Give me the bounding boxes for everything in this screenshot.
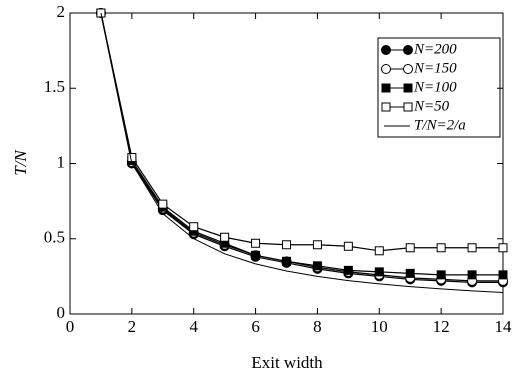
series-line (100, 12, 503, 282)
x-tick-label: 6 (251, 317, 260, 336)
y-tick-label: 1 (57, 152, 66, 171)
x-tick-label: 0 (66, 317, 75, 336)
x-axis-title: Exit width (251, 353, 323, 372)
y-tick-label: 0.5 (44, 228, 65, 247)
x-tick-label: 10 (371, 317, 388, 336)
data-point (312, 261, 322, 271)
data-point (220, 232, 230, 242)
series-line (100, 12, 504, 293)
legend-marker (403, 64, 413, 74)
data-point (312, 240, 322, 250)
data-point (405, 268, 415, 278)
data-point (127, 152, 137, 162)
y-tick-label: 1.5 (44, 77, 65, 96)
x-tick-label: 2 (128, 317, 137, 336)
y-tick-label: 0 (57, 303, 66, 322)
data-point (158, 199, 168, 209)
data-point (282, 240, 291, 250)
series-line (100, 12, 503, 276)
legend-marker (381, 45, 391, 55)
series-line (100, 12, 503, 252)
y-tick-label: 2 (57, 2, 66, 21)
legend-label: N=100 (413, 79, 457, 95)
legend-label: T/N=2/a (414, 117, 466, 133)
data-point (436, 270, 446, 280)
data-point (374, 246, 384, 256)
legend-label: N=50 (413, 98, 450, 114)
data-point (467, 243, 477, 253)
y-axis-title: T/N (11, 149, 30, 176)
data-point (189, 222, 199, 232)
data-point (251, 238, 261, 248)
legend-marker (403, 102, 413, 112)
legend-label: N=150 (413, 60, 457, 76)
x-tick-label: 4 (189, 317, 198, 336)
legend-marker (403, 83, 413, 93)
data-point (282, 256, 291, 266)
data-point (405, 243, 415, 253)
legend-label: N=200 (413, 41, 457, 57)
data-point (436, 243, 446, 253)
x-tick-label: 8 (313, 317, 322, 336)
legend-marker (381, 64, 391, 74)
x-tick-label: 12 (433, 317, 450, 336)
legend-marker (381, 83, 391, 93)
data-point (498, 270, 508, 280)
data-point (251, 250, 261, 260)
legend-marker (403, 45, 413, 55)
data-point (374, 267, 384, 277)
data-point (343, 265, 353, 275)
series-line (100, 12, 503, 283)
data-point (467, 270, 477, 280)
data-point (343, 241, 353, 251)
legend-marker (381, 102, 391, 112)
data-point (498, 243, 508, 253)
x-tick-label: 14 (495, 317, 513, 336)
